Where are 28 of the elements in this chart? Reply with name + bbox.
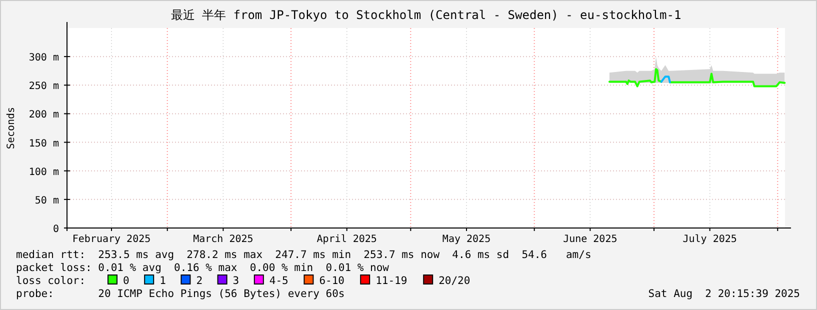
y-axis-title: Seconds bbox=[6, 106, 17, 150]
y-tick-label: 50 m bbox=[34, 195, 59, 206]
legend-label: 6-10 bbox=[319, 275, 344, 287]
chart-title: 最近 半年 from JP-Tokyo to Stockholm (Central - Sweden) - eu-stockholm-1 bbox=[170, 8, 682, 22]
legend-label: 20/20 bbox=[438, 275, 470, 287]
x-tick-label: April 2025 bbox=[316, 234, 377, 245]
text: median rtt: 253.5 ms avg 278.2 ms max 247.7 ms min 253.7 ms now 4.6 ms sd 54.6 am/s bbox=[16, 249, 592, 261]
y-tick-label: 100 m bbox=[28, 166, 59, 178]
y-tick-label: 300 m bbox=[28, 52, 59, 64]
legend-label: 4-5 bbox=[269, 275, 288, 287]
x-tick-label: May 2025 bbox=[442, 234, 491, 245]
y-tick-label: 150 m bbox=[28, 138, 59, 150]
x-tick-label: June 2025 bbox=[563, 234, 618, 245]
legend-label: 2 bbox=[196, 275, 203, 287]
x-tick-label: March 2025 bbox=[193, 234, 254, 245]
text: packet loss: 0.01 % avg 0.16 % max 0.00 % min 0.01 % now bbox=[16, 262, 390, 274]
legend-title: loss color: bbox=[16, 275, 86, 287]
x-tick-label: February 2025 bbox=[72, 234, 151, 245]
legend-label: 3 bbox=[232, 275, 240, 287]
y-tick-label: 250 m bbox=[28, 81, 59, 92]
legend-label: 1 bbox=[160, 275, 166, 287]
x-tick-label: July 2025 bbox=[682, 234, 737, 245]
legend-label: 0 bbox=[123, 275, 130, 287]
legend-label: 11-19 bbox=[376, 275, 408, 287]
text: probe: 20 ICMP Echo Pings (56 Bytes) every 60s bbox=[16, 288, 345, 300]
y-tick-label: 0 bbox=[52, 224, 59, 235]
y-tick-label: 200 m bbox=[28, 110, 59, 121]
text: Sat Aug 2 20:15:39 2025 bbox=[648, 288, 800, 300]
